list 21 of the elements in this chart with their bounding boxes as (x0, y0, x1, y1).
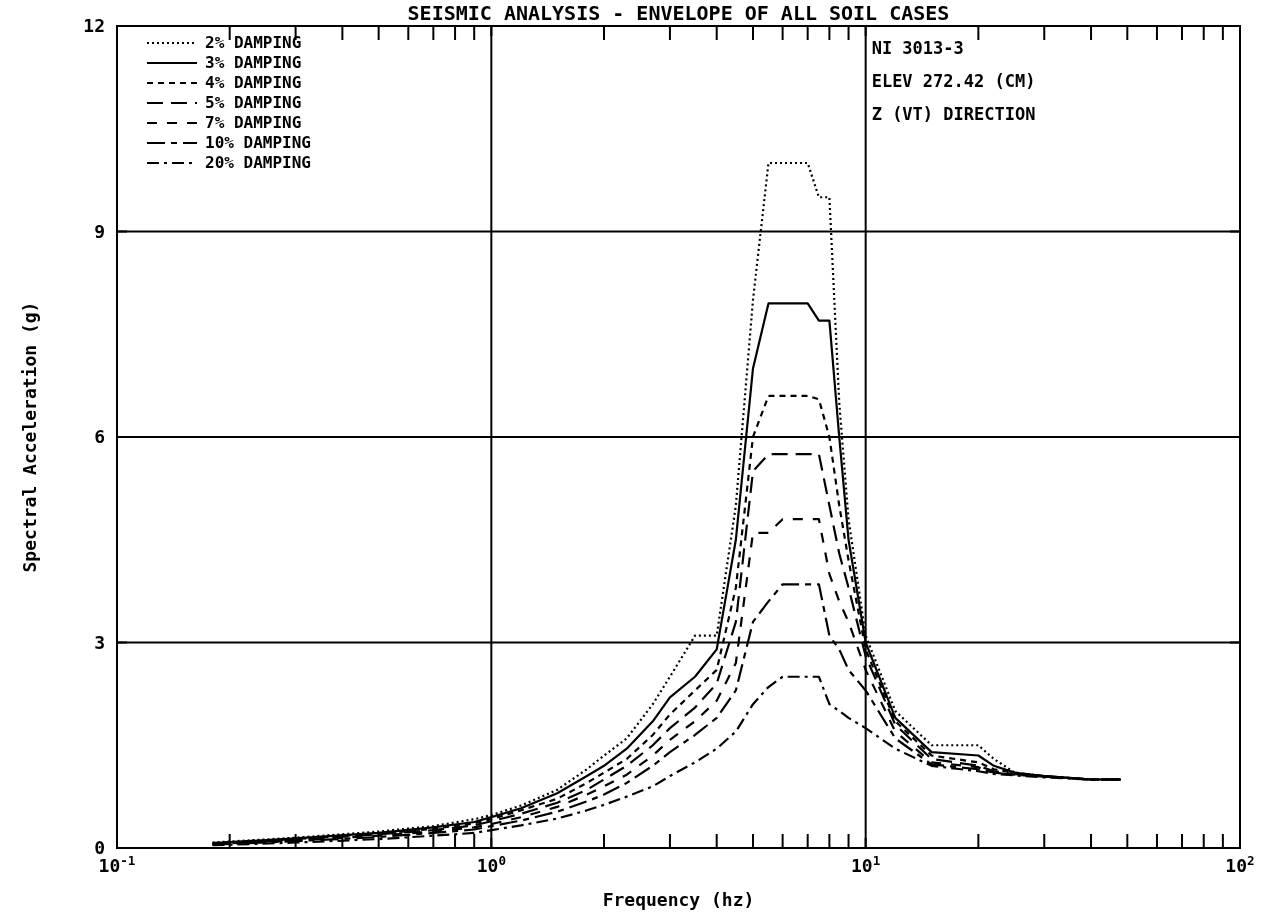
legend-label: 3% DAMPING (205, 53, 302, 72)
annotation: ELEV 272.42 (CM) (871, 71, 1036, 91)
y-tick-label: 0 (94, 837, 105, 858)
annotation: Z (VT) DIRECTION (871, 104, 1036, 124)
y-tick-label: 9 (94, 220, 105, 242)
legend-label: 5% DAMPING (205, 93, 302, 112)
y-tick-label: 6 (94, 426, 105, 447)
x-tick-label: 10$^{2}$ (1225, 852, 1255, 876)
legend-label: 7% DAMPING (205, 113, 302, 132)
y-axis-title: Spectral Acceleration (g) (19, 301, 40, 573)
y-tick-label: 3 (94, 631, 105, 653)
x-axis-title: Frequency (hz) (602, 889, 755, 910)
chart-title: SEISMIC ANALYSIS - ENVELOPE OF ALL SOIL CASES (407, 1, 950, 25)
legend-label: 20% DAMPING (205, 153, 311, 172)
legend-label: 10% DAMPING (205, 133, 311, 152)
annotation: NI 3013-3 (871, 38, 964, 58)
legend-label: 4% DAMPING (205, 73, 302, 92)
y-tick-label: 12 (83, 15, 105, 36)
legend-label: 2% DAMPING (205, 33, 302, 52)
x-tick-label: 10$^{1}$ (851, 852, 881, 876)
x-tick-label: 10$^{0}$ (476, 852, 506, 876)
